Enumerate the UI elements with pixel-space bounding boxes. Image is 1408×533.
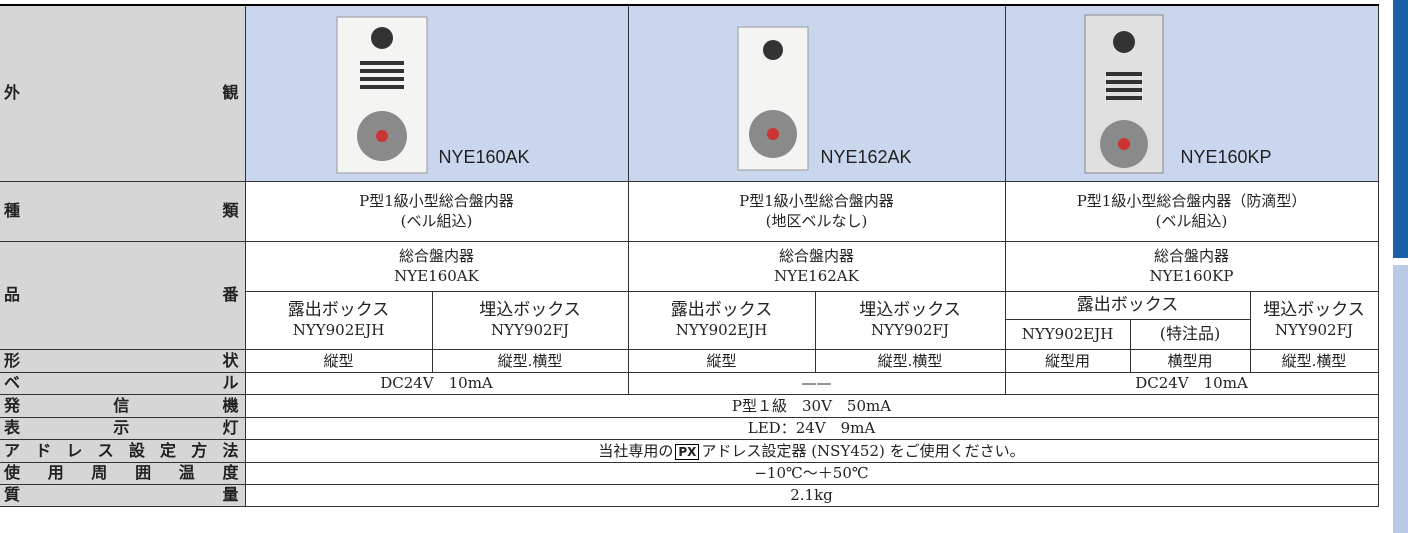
shape-cell: 縦型.横型 bbox=[1249, 348, 1379, 373]
shape-cell: 横型用 bbox=[1129, 348, 1251, 373]
product-image-cell: NYE162AK bbox=[627, 4, 1006, 182]
text: P型1級小型総合盤内器（防滴型） bbox=[1076, 192, 1307, 210]
text: アドレス設定器 (NSY452) をご使用ください。 bbox=[701, 441, 1025, 460]
row-label: 質量 bbox=[0, 483, 246, 507]
value-cell: −10℃〜＋50℃ bbox=[244, 461, 1379, 485]
box-cell: NYY902EJH bbox=[1004, 318, 1131, 350]
text: 露出ボックス bbox=[670, 300, 773, 320]
text: NYY902EJH bbox=[292, 321, 385, 339]
shape-cell: 縦型.横型 bbox=[814, 348, 1006, 373]
text: 埋込ボックス bbox=[479, 300, 581, 320]
text: P型1級小型総合盤内器 bbox=[739, 192, 894, 210]
text: NYE160AK bbox=[394, 267, 479, 285]
badge: PX bbox=[675, 443, 700, 460]
row-label: 種類 bbox=[0, 180, 246, 242]
box-cell: 露出ボックス NYY902EJH bbox=[244, 290, 433, 350]
box-cell: 露出ボックス bbox=[1004, 290, 1251, 320]
text: 埋込ボックス bbox=[1263, 300, 1365, 320]
product-image bbox=[737, 26, 808, 171]
row-label: 表示灯 bbox=[0, 416, 246, 440]
row-label: アドレス設定方法 bbox=[0, 438, 246, 463]
value-cell: P型１級 30V 50mA bbox=[244, 393, 1379, 418]
side-tab bbox=[1393, 265, 1408, 533]
text: 総合盤内器 bbox=[1154, 247, 1230, 265]
row-label: 発信機 bbox=[0, 393, 246, 418]
product-image bbox=[336, 16, 427, 174]
text: 露出ボックス bbox=[287, 300, 390, 320]
box-cell: 埋込ボックス NYY902FJ bbox=[814, 290, 1006, 350]
value-cell: LED：24V 9mA bbox=[244, 416, 1379, 440]
text: 埋込ボックス bbox=[859, 300, 961, 320]
bell-cell: —— bbox=[627, 371, 1006, 395]
side-tab bbox=[1393, 0, 1408, 258]
text: NYY902FJ bbox=[1275, 321, 1353, 339]
text: NYY902EJH bbox=[675, 321, 768, 339]
spec-table: 外観 NYE160AK NYE162AK NYE160KP 種類 P型1級小型総… bbox=[0, 4, 1379, 507]
shape-cell: 縦型 bbox=[627, 348, 816, 373]
text: (地区ベルなし) bbox=[765, 212, 868, 230]
bell-cell: DC24V 10mA bbox=[1004, 371, 1379, 395]
product-image-cell: NYE160KP bbox=[1004, 4, 1379, 182]
box-cell: 埋込ボックス NYY902FJ bbox=[1249, 290, 1379, 350]
shape-cell: 縦型.横型 bbox=[431, 348, 629, 373]
product-image bbox=[1084, 14, 1163, 174]
row-label: 使用周囲温度 bbox=[0, 461, 246, 485]
text: NYY902FJ bbox=[491, 321, 569, 339]
row-label: 外観 bbox=[0, 4, 246, 182]
text: P型1級小型総合盤内器 bbox=[359, 192, 514, 210]
product-name: NYE160KP bbox=[1180, 146, 1272, 167]
text: NYY902FJ bbox=[871, 321, 949, 339]
product-name: NYE162AK bbox=[820, 146, 912, 167]
shape-cell: 縦型用 bbox=[1004, 348, 1131, 373]
product-name: NYE160AK bbox=[438, 146, 530, 167]
text: 総合盤内器 bbox=[398, 247, 474, 265]
box-cell: 露出ボックス NYY902EJH bbox=[627, 290, 816, 350]
type-cell: P型1級小型総合盤内器（防滴型） (ベル組込) bbox=[1004, 180, 1379, 242]
text: NYE162AK bbox=[774, 267, 859, 285]
product-image-cell: NYE160AK bbox=[244, 4, 629, 182]
box-cell: (特注品) bbox=[1129, 318, 1251, 350]
text: 総合盤内器 bbox=[778, 247, 854, 265]
text: 当社専用の bbox=[598, 441, 674, 460]
type-cell: P型1級小型総合盤内器 (地区ベルなし) bbox=[627, 180, 1006, 242]
bell-cell: DC24V 10mA bbox=[244, 371, 629, 395]
row-label: 形状 bbox=[0, 348, 246, 373]
model-cell: 総合盤内器 NYE160AK bbox=[244, 240, 629, 292]
value-cell: 当社専用の PX アドレス設定器 (NSY452) をご使用ください。 bbox=[244, 438, 1379, 463]
row-label: ベル bbox=[0, 371, 246, 395]
model-cell: 総合盤内器 NYE160KP bbox=[1004, 240, 1379, 292]
text: (ベル組込) bbox=[1155, 212, 1228, 230]
text: (ベル組込) bbox=[400, 212, 473, 230]
model-cell: 総合盤内器 NYE162AK bbox=[627, 240, 1006, 292]
value-cell: 2.1kg bbox=[244, 483, 1379, 507]
text: NYE160KP bbox=[1149, 267, 1234, 285]
type-cell: P型1級小型総合盤内器 (ベル組込) bbox=[244, 180, 629, 242]
row-label: 品番 bbox=[0, 240, 246, 350]
box-cell: 埋込ボックス NYY902FJ bbox=[431, 290, 629, 350]
shape-cell: 縦型 bbox=[244, 348, 433, 373]
